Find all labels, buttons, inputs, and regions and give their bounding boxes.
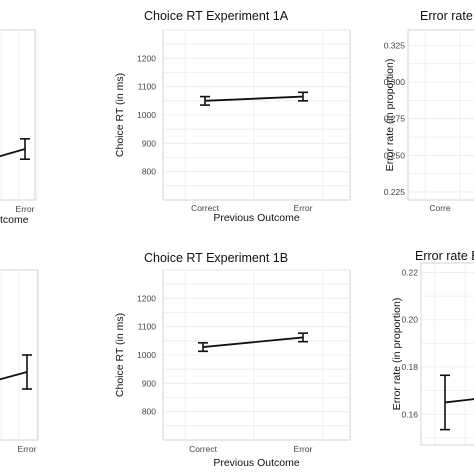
series-line: [204, 95, 304, 102]
y-tick-label: 0.20: [401, 315, 418, 325]
y-tick-label: 0.250: [384, 150, 406, 160]
x-axis-label: tcome: [0, 214, 29, 226]
panel-border: [420, 262, 474, 446]
y-tick-label: 0.300: [384, 77, 406, 87]
x-tick-label: Error: [16, 204, 35, 214]
series-line: [0, 148, 26, 158]
y-axis-label: Choice RT (in ms): [114, 313, 126, 397]
y-tick-label: 0.225: [384, 187, 406, 197]
y-tick-label: 1000: [137, 110, 156, 120]
x-tick-label: Error: [18, 444, 37, 454]
y-axis-label: Choice RT (in ms): [114, 73, 126, 157]
x-tick-label: Error: [294, 203, 313, 213]
panel-title: Choice RT Experiment 1A: [144, 9, 289, 23]
x-axis-label: Previous Outcome: [213, 212, 300, 224]
y-tick-label: 0.22: [401, 267, 418, 277]
series-line: [0, 371, 28, 381]
x-tick-label: Corre: [429, 203, 451, 213]
x-tick-label: Error: [294, 444, 313, 454]
y-tick-label: 900: [142, 138, 156, 148]
y-tick-label: 800: [142, 407, 156, 417]
y-tick-label: 1100: [138, 82, 157, 92]
series-line: [202, 336, 304, 348]
y-tick-label: 1000: [137, 350, 156, 360]
y-tick-label: 800: [142, 167, 156, 177]
panel-title: Choice RT Experiment 1B: [144, 251, 288, 265]
y-tick-label: 1200: [137, 53, 156, 63]
y-axis-label: Error rate (in proportion): [384, 59, 396, 172]
x-tick-label: Correct: [189, 444, 218, 454]
panel-border: [0, 29, 36, 201]
y-tick-label: 0.18: [401, 362, 418, 372]
series-line: [444, 398, 474, 404]
x-tick-label: Correct: [191, 203, 220, 213]
panel-title: Error rate E: [415, 249, 474, 263]
y-axis-label: Error rate (in proportion): [391, 298, 403, 411]
y-tick-label: 0.275: [384, 114, 406, 124]
y-tick-label: 1100: [138, 322, 157, 332]
panel-title: Error rate E: [420, 9, 474, 23]
y-tick-label: 900: [142, 378, 156, 388]
y-tick-label: 1200: [137, 293, 156, 303]
y-tick-label: 0.325: [384, 40, 406, 50]
y-tick-label: 0.16: [401, 409, 418, 419]
panel-border: [407, 29, 474, 201]
x-axis-label: Previous Outcome: [213, 457, 300, 469]
